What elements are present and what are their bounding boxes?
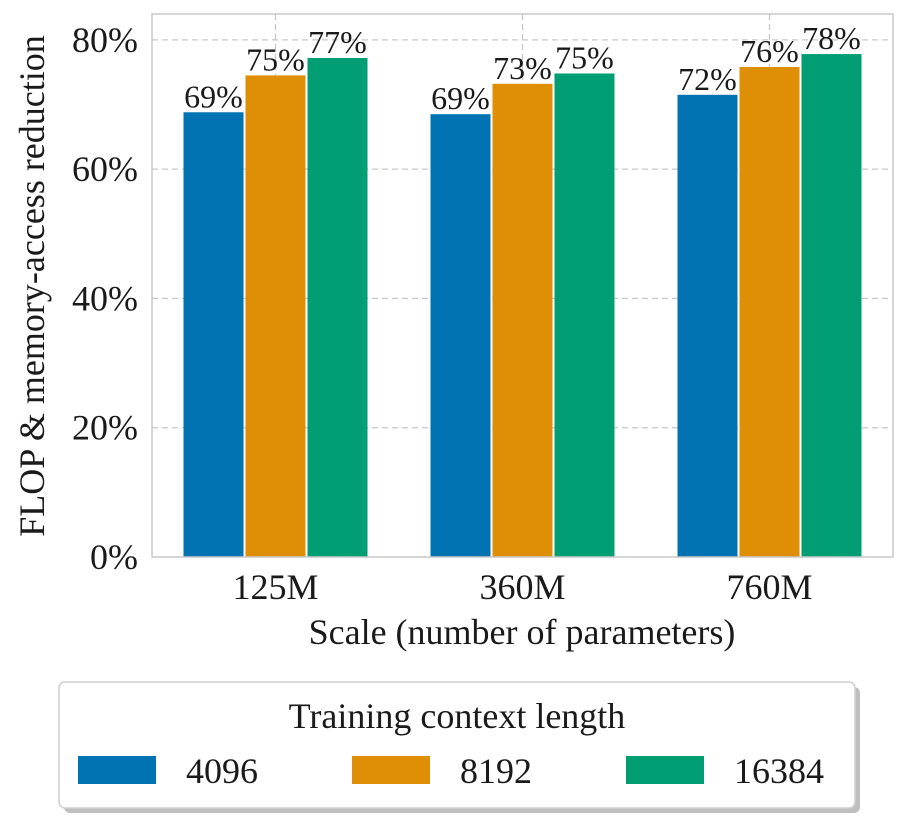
- bar: [554, 73, 615, 557]
- bar: [801, 54, 862, 557]
- legend-swatch: [352, 756, 430, 784]
- bar-value-label: 69%: [431, 80, 490, 116]
- bar: [739, 67, 800, 557]
- legend-entries: 4096 8192 16384: [78, 751, 824, 791]
- y-tick-label: 40%: [72, 278, 138, 318]
- legend: Training context length 4096 8192 16384: [58, 681, 860, 813]
- bar: [307, 57, 368, 557]
- y-axis-title: FLOP & memory-access reduction: [12, 35, 52, 537]
- bar: [183, 112, 244, 557]
- bar: [245, 75, 306, 558]
- bar-value-label: 72%: [678, 61, 737, 97]
- plot-frame: [151, 13, 894, 558]
- legend-swatch: [626, 756, 704, 784]
- y-tick-label: 80%: [72, 20, 138, 60]
- legend-label: 16384: [734, 751, 824, 791]
- y-axis-ticks: 0% 20% 40% 60% 80%: [72, 20, 138, 577]
- bar: [492, 83, 553, 558]
- y-tick-label: 0%: [90, 537, 138, 577]
- legend-title: Training context length: [289, 696, 626, 736]
- bar-value-label: 78%: [802, 20, 861, 56]
- x-tick-label: 760M: [726, 567, 812, 607]
- x-axis-title: Scale (number of parameters): [309, 612, 736, 652]
- legend-label: 4096: [186, 751, 258, 791]
- bar: [677, 94, 738, 557]
- x-tick-label: 360M: [479, 567, 565, 607]
- bar-value-label: 69%: [184, 78, 243, 114]
- bar-value-label: 75%: [555, 39, 614, 75]
- y-tick-label: 60%: [72, 149, 138, 189]
- legend-swatch: [78, 756, 156, 784]
- bar-value-label: 77%: [308, 24, 367, 60]
- x-axis-ticks: 125M 360M 760M: [232, 567, 812, 607]
- bars: [183, 54, 862, 558]
- bar-value-label: 73%: [493, 50, 552, 86]
- legend-label: 8192: [460, 751, 532, 791]
- bar-value-label: 76%: [740, 33, 799, 69]
- bar: [430, 114, 491, 558]
- y-tick-label: 20%: [72, 408, 138, 448]
- data-labels: 69%75% 77%69%73% 75%72%76% 78%: [184, 20, 861, 116]
- x-tick-label: 125M: [232, 567, 318, 607]
- bar-value-label: 75%: [246, 41, 305, 77]
